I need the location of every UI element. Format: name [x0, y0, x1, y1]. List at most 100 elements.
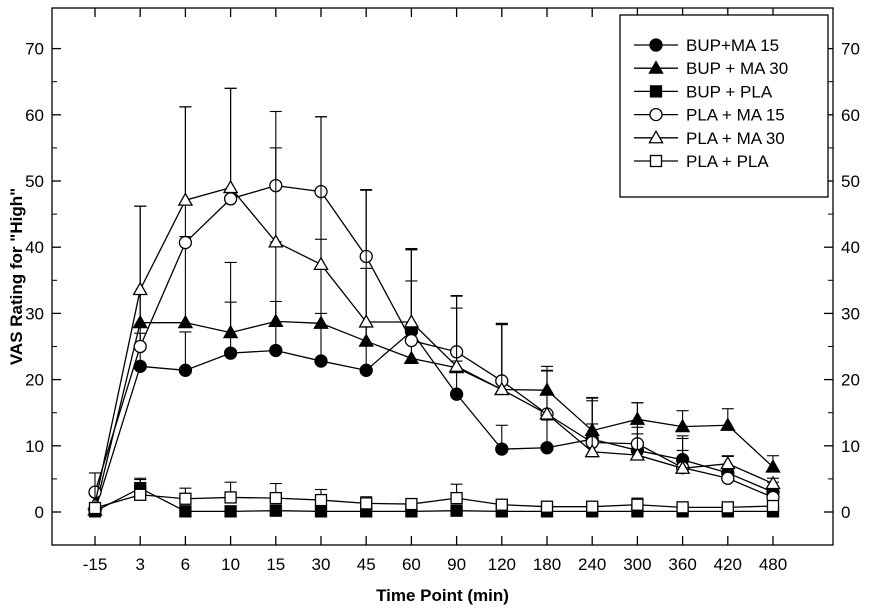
y-tick-label: 20 — [25, 371, 44, 390]
data-point — [540, 441, 554, 455]
legend-label: BUP + PLA — [686, 82, 773, 101]
data-point — [134, 488, 147, 501]
y-tick-label-right: 30 — [841, 304, 860, 323]
data-point — [448, 358, 465, 372]
data-point — [177, 314, 194, 329]
data-point — [450, 491, 463, 505]
data-point — [314, 354, 328, 368]
data-point — [720, 455, 736, 470]
data-point — [222, 179, 239, 194]
data-point — [224, 505, 237, 518]
x-tick-label: 3 — [135, 555, 144, 574]
y-tick-label: 50 — [25, 172, 44, 191]
x-tick-label: 360 — [668, 555, 696, 574]
data-point — [358, 333, 374, 347]
data-point — [674, 460, 691, 474]
data-point — [314, 493, 328, 507]
series-line — [94, 330, 774, 511]
data-point — [495, 498, 508, 511]
data-point — [268, 233, 284, 248]
series-line — [94, 184, 774, 499]
x-tick-label: 30 — [312, 555, 331, 574]
x-tick-label: 120 — [488, 555, 516, 574]
legend-item: PLA + PLA — [634, 152, 769, 171]
data-point — [177, 192, 194, 206]
y-tick-label: 30 — [25, 304, 44, 323]
series-layer — [87, 87, 781, 518]
plot-frame — [51, 7, 834, 546]
data-point — [631, 498, 644, 511]
series-bup-pla — [88, 477, 780, 518]
x-tick-label: 15 — [266, 555, 285, 574]
data-point — [313, 315, 329, 329]
data-point — [178, 235, 193, 250]
data-point — [269, 343, 283, 358]
y-tick-label-right: 60 — [841, 106, 860, 125]
data-point — [766, 499, 780, 513]
y-tick-label: 10 — [25, 437, 44, 456]
data-point — [765, 475, 781, 490]
data-point — [405, 497, 418, 511]
data-point — [360, 497, 373, 510]
data-point — [223, 346, 238, 360]
data-point — [222, 324, 239, 339]
data-point — [649, 154, 663, 168]
data-point — [88, 501, 102, 515]
y-tick-label: 60 — [25, 106, 44, 125]
data-point — [449, 387, 464, 401]
x-tick-label: 60 — [402, 555, 421, 574]
data-point — [584, 443, 600, 458]
data-point — [676, 501, 689, 514]
legend-label: PLA + MA 15 — [686, 106, 785, 125]
data-point — [269, 491, 282, 505]
data-point — [179, 492, 192, 505]
data-point — [133, 339, 147, 354]
x-tick-label: 420 — [714, 555, 742, 574]
x-tick-label: 180 — [533, 555, 561, 574]
legend-label: PLA + PLA — [686, 152, 769, 171]
x-tick-label: 6 — [181, 555, 190, 574]
data-point — [629, 447, 646, 461]
legend-label: BUP+MA 15 — [686, 36, 779, 55]
data-point — [132, 281, 148, 296]
y-tick-label-right: 40 — [841, 238, 860, 257]
data-point — [178, 363, 193, 377]
legend-item: BUP + MA 30 — [634, 59, 788, 78]
legend-item: BUP+MA 15 — [634, 36, 779, 55]
x-tick-label: 480 — [759, 555, 787, 574]
y-tick-label-right: 20 — [841, 371, 860, 390]
legend-item: PLA + MA 15 — [634, 106, 785, 125]
plot-border — [51, 7, 834, 546]
data-point — [649, 85, 663, 98]
data-point — [540, 500, 554, 513]
legend-label: PLA + MA 30 — [686, 129, 785, 148]
legend: BUP+MA 15 BUP + MA 30 BUP + PLA PLA + MA 15… — [619, 14, 829, 198]
x-tick-label: 10 — [221, 555, 240, 574]
x-axis-title: Time Point (min) — [376, 586, 509, 605]
y-axis-title: VAS Rating for "High" — [7, 188, 26, 365]
data-point — [403, 350, 420, 365]
x-tick-label: -15 — [83, 555, 108, 574]
data-point — [223, 192, 238, 206]
data-point — [586, 500, 599, 513]
series-bup-ma-15 — [88, 247, 780, 518]
x-tick-label: 300 — [623, 555, 651, 574]
x-axis-ticks: -15 3 6 10 15 30 45 60 90 120 180 240 300 360 420 480 — [83, 8, 787, 574]
data-point — [765, 459, 781, 473]
y-tick-label-right: 10 — [841, 437, 860, 456]
y-tick-label: 70 — [25, 40, 44, 59]
legend-item: BUP + PLA — [634, 82, 773, 101]
series-line — [94, 186, 774, 505]
y-tick-label: 0 — [35, 503, 44, 522]
y-tick-label-right: 70 — [841, 40, 860, 59]
series-bup-ma-30 — [87, 205, 781, 516]
data-point — [494, 381, 510, 396]
data-point — [720, 417, 736, 431]
data-point — [721, 501, 734, 514]
y-axis-ticks: 0 0 10 10 20 20 30 30 40 40 50 50 60 60 70 70 — [25, 40, 860, 522]
data-point — [359, 363, 373, 377]
series-line — [94, 487, 773, 512]
y-tick-label-right: 50 — [841, 172, 860, 191]
data-point — [268, 313, 284, 327]
y-tick-label-right: 0 — [841, 503, 850, 522]
